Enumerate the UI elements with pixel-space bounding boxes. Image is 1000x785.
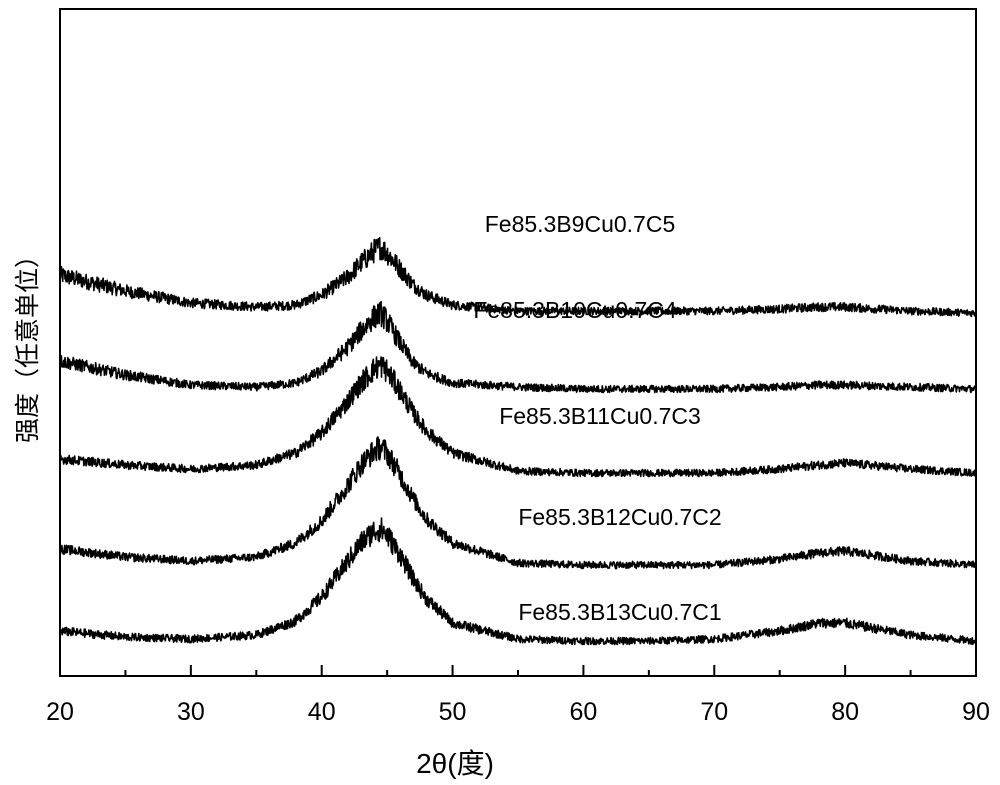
x-axis-ticks: 20 30 40 50 60 70 80 90	[46, 665, 990, 726]
x-tick-label: 80	[831, 698, 859, 726]
x-tick-label: 20	[46, 698, 74, 726]
series-line	[60, 518, 976, 645]
series-label: Fe85.3B13Cu0.7C1	[518, 599, 721, 625]
series-label: Fe85.3B9Cu0.7C5	[485, 211, 676, 237]
x-axis-title: 2θ(度)	[416, 748, 494, 779]
x-tick-label: 70	[700, 698, 728, 726]
plot-frame	[60, 9, 976, 676]
series-label: Fe85.3B10Cu0.7C4	[473, 297, 677, 323]
x-tick-label: 50	[439, 698, 467, 726]
x-tick-label: 60	[570, 698, 598, 726]
x-tick-label: 40	[308, 698, 336, 726]
series-label: Fe85.3B11Cu0.7C3	[499, 403, 701, 429]
series-line	[60, 437, 976, 569]
x-tick-label: 90	[962, 698, 990, 726]
y-axis-title: 强度（任意单位）	[14, 243, 42, 443]
x-tick-label: 30	[177, 698, 205, 726]
series-label: Fe85.3B12Cu0.7C2	[518, 504, 721, 530]
